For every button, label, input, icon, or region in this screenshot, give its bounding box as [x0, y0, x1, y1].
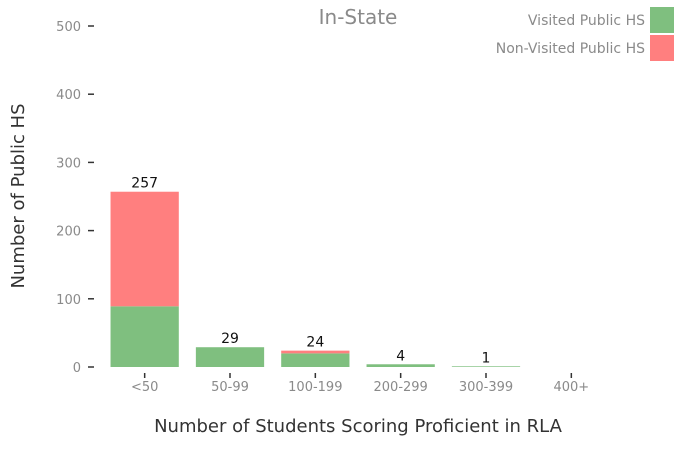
- y-tick-label-400: 400: [56, 88, 81, 103]
- legend-swatch-non-visited: [650, 35, 674, 61]
- bar-visited-300-399: [451, 366, 521, 367]
- bar-non-visited-100-199: [281, 350, 350, 354]
- chart-title: In-State: [319, 5, 398, 29]
- total-label-100-199: 24: [306, 335, 324, 351]
- y-tick-label-100: 100: [56, 293, 81, 308]
- bar-visited-50: [110, 306, 179, 367]
- total-label-300-399: 1: [482, 350, 491, 366]
- y-axis: 0 100 200 300 400 500: [56, 20, 94, 376]
- legend-swatch-visited: [650, 7, 674, 33]
- bar-non-visited-50: [110, 191, 179, 307]
- total-label-50-99: 29: [221, 331, 239, 347]
- total-label-200-299: 4: [396, 348, 405, 364]
- x-tick-label-400: 400+: [553, 380, 589, 395]
- x-tick-label-50: <50: [131, 380, 158, 395]
- bar-visited-50-99: [195, 347, 265, 367]
- x-tick-label-200-299: 200-299: [374, 380, 428, 395]
- legend-label-visited: Visited Public HS: [528, 13, 645, 29]
- y-tick-label-200: 200: [56, 225, 81, 240]
- x-axis: <50 50-99 100-199 200-299 300-399 400+: [131, 373, 589, 395]
- x-tick-label-300-399: 300-399: [459, 380, 513, 395]
- x-axis-title: Number of Students Scoring Proficient in…: [154, 416, 562, 437]
- legend: Visited Public HS Non-Visited Public HS: [496, 7, 674, 61]
- y-axis-title: Number of Public HS: [8, 103, 29, 288]
- y-tick-label-0: 0: [73, 361, 81, 376]
- y-tick-label-500: 500: [56, 20, 81, 35]
- y-tick-label-300: 300: [56, 156, 81, 171]
- x-tick-label-100-199: 100-199: [288, 380, 342, 395]
- total-label-50: 257: [131, 176, 158, 192]
- bars: [110, 191, 521, 367]
- bar-visited-200-299: [366, 364, 435, 367]
- legend-label-non-visited: Non-Visited Public HS: [496, 41, 645, 57]
- x-tick-label-50-99: 50-99: [211, 380, 249, 395]
- bar-visited-100-199: [281, 353, 350, 367]
- data-labels: 257 29 24 4 1: [131, 176, 490, 367]
